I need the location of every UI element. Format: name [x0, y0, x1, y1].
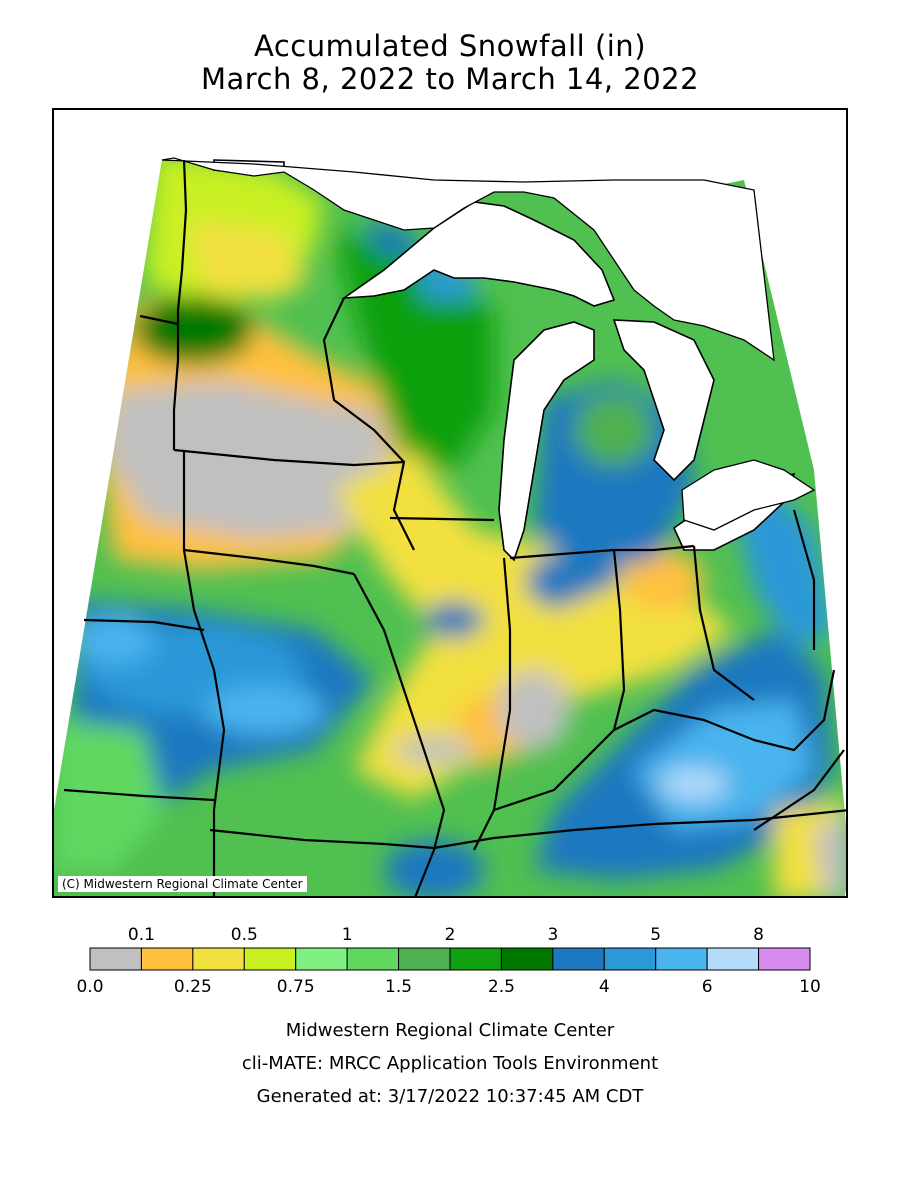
legend-bottom-label: 4 — [599, 977, 610, 997]
boundary-ks-ok — [63, 788, 215, 802]
boundary-oh-pa — [692, 545, 755, 701]
legend-bin — [89, 947, 142, 971]
legend-top-label: 1 — [342, 925, 353, 945]
boundary-tn-ky — [209, 809, 846, 850]
legend-bin — [758, 947, 811, 971]
field-oh-blue — [734, 490, 834, 650]
legend-bin — [346, 947, 400, 971]
field-in-orange — [624, 550, 704, 610]
legend-bin — [552, 947, 605, 971]
legend-top-label: 2 — [445, 925, 456, 945]
map-date-range: March 8, 2022 to March 14, 2022 — [200, 62, 700, 96]
boundary-nd-mn — [172, 159, 188, 450]
field-wi-blue — [364, 220, 414, 260]
field-ks-green — [54, 720, 164, 870]
legend-bottom-label: 0.75 — [277, 977, 315, 997]
footer-tool: cli-MATE: MRCC Application Tools Environ… — [241, 1053, 659, 1074]
legend-bin — [140, 947, 194, 971]
canada-region — [161, 157, 816, 531]
snowfall-map-canvas — [54, 157, 846, 896]
legend-bottom-label: 0.0 — [76, 977, 103, 997]
legend-bottom-label: 6 — [702, 977, 713, 997]
boundary-mn-wi — [322, 297, 415, 551]
boundary-pa-east — [792, 509, 816, 650]
field-mi-blue — [534, 380, 694, 570]
field-mn-darkgreen — [134, 296, 254, 364]
boundary-va — [753, 749, 845, 831]
legend-top-label: 5 — [650, 925, 661, 945]
boundary-mississippi — [353, 573, 446, 896]
legend-bottom-labels: 0.0 0.25 0.75 1.5 2.5 4 6 10 — [76, 977, 820, 997]
lake-michigan — [498, 321, 595, 562]
field-tn-blue — [384, 840, 484, 896]
legend-bottom-label: 0.25 — [174, 977, 212, 997]
legend-bin — [500, 947, 554, 971]
legend-top-labels: 0.1 0.5 1 2 3 5 8 — [128, 925, 764, 945]
boundary-in-oh — [612, 549, 626, 731]
boundary-wi-il — [389, 516, 495, 522]
legend-bin — [192, 947, 245, 971]
boundary-ne-ks — [83, 618, 205, 632]
boundary-ohio-river — [493, 669, 836, 812]
footer-generated: Generated at: 3/17/2022 10:37:45 AM CDT — [256, 1086, 644, 1107]
legend-bin — [449, 947, 502, 971]
legend-top-label: 0.1 — [128, 925, 155, 945]
legend-bin — [655, 947, 708, 971]
legend-bin — [706, 947, 760, 971]
boundary-mn-ia — [173, 448, 405, 467]
field-mo-lightblue-2 — [204, 685, 324, 735]
boundary-ne-ia-mo — [182, 450, 226, 896]
field-mn-yellow — [184, 220, 309, 300]
legend-top-label: 3 — [547, 925, 558, 945]
legend-top-label: 0.5 — [231, 925, 258, 945]
legend-bin — [243, 947, 297, 971]
boundary-nd-sd — [139, 314, 179, 326]
field-grey-west — [104, 380, 394, 540]
boundary-in-mi — [509, 544, 695, 560]
map-title: Accumulated Snowfall (in) — [253, 29, 647, 63]
legend-top-label: 8 — [753, 925, 764, 945]
field-ky-palest — [660, 768, 728, 800]
lake-huron — [612, 319, 715, 482]
boundary-il-in — [473, 557, 512, 851]
field-il-grey — [498, 670, 570, 750]
legend-bin — [295, 947, 348, 971]
ontario-peninsula — [681, 459, 816, 531]
field-ks-lightblue — [74, 615, 154, 665]
field-mi-lightgreen — [574, 394, 654, 466]
legend-bins — [89, 947, 811, 971]
field-se-grey — [814, 810, 846, 896]
great-lakes — [213, 159, 796, 562]
boundary-ia-mo — [183, 548, 355, 576]
color-legend: 0.1 0.5 1 2 3 5 8 0.0 0.25 0.75 1.5 2.5 4 6 10 — [76, 925, 820, 997]
snowfall-map: (C) Midwestern Regional Climate Center — [52, 108, 848, 898]
field-il-grey-south — [394, 736, 474, 764]
field-il-blue-spot — [424, 602, 484, 638]
map-copyright: (C) Midwestern Regional Climate Center — [58, 876, 307, 892]
legend-bin — [603, 947, 657, 971]
legend-bottom-label: 1.5 — [385, 977, 412, 997]
legend-bottom-label: 10 — [799, 977, 821, 997]
canada-landmass — [161, 157, 775, 362]
state-boundaries — [63, 159, 846, 896]
field-il-yellow-band — [334, 450, 734, 800]
legend-bin — [398, 947, 451, 971]
footer-organization: Midwestern Regional Climate Center — [285, 1020, 615, 1041]
field-in-blue-north — [524, 550, 624, 610]
lake-superior — [341, 201, 616, 307]
legend-bottom-label: 2.5 — [488, 977, 515, 997]
